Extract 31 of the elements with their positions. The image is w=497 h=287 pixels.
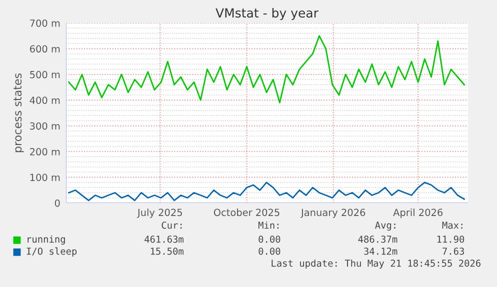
text: 0.00 (258, 236, 280, 243)
line-series (68, 182, 465, 202)
text: Min: (258, 221, 279, 229)
x-tick-label: April 2026 (393, 208, 443, 218)
line-series (68, 35, 465, 104)
y-tick-label: 0 (54, 199, 60, 207)
legend-label: I/O sleep (26, 247, 77, 257)
legend-label: running (28, 235, 65, 245)
x-tick-label: January 2026 (300, 208, 366, 218)
chart-title: VMstat - by year (216, 8, 318, 20)
text: Cur: (162, 222, 182, 229)
y-tick-label: 100 m (30, 174, 60, 182)
y-axis-title: process states (14, 73, 24, 152)
text: 34.12m (364, 248, 398, 255)
y-tick-label: 500 m (30, 70, 60, 78)
x-tick-label: October 2025 (214, 208, 280, 216)
text: 461.63m (144, 236, 184, 243)
text: 486.37m (358, 236, 398, 243)
text: 0.00 (258, 248, 280, 255)
text: 15.50m (150, 248, 184, 255)
text: 7.63 (442, 248, 464, 255)
text: Avg: (375, 222, 396, 231)
text: Max: (442, 222, 462, 229)
y-tick-label: 400 m (30, 96, 60, 104)
y-tick-label: 600 m (30, 45, 60, 53)
y-tick-label: 700 m (30, 19, 60, 27)
text: 11.90 (437, 236, 464, 243)
text: Last update: Thu May 21 18:45:55 2026 (272, 259, 480, 269)
y-tick-label: 300 m (30, 122, 60, 130)
x-tick-label: July 2025 (136, 208, 182, 218)
y-tick-label: 200 m (30, 148, 60, 156)
